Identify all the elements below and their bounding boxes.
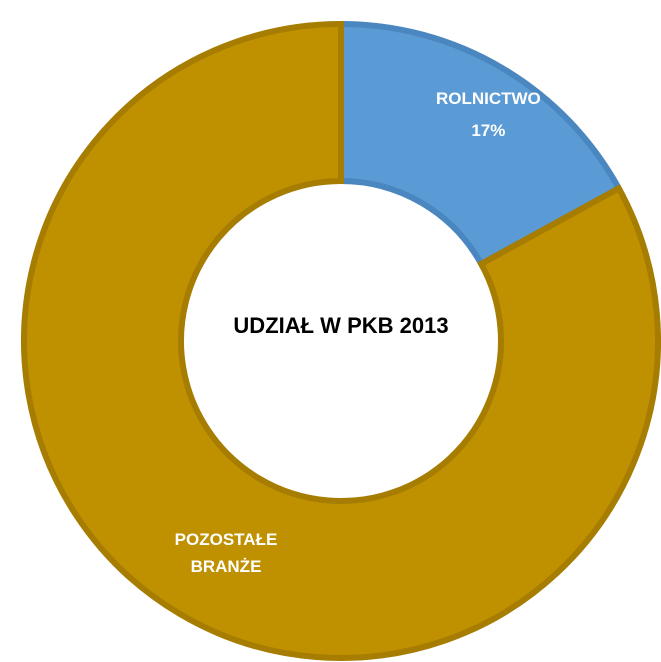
donut-segment bbox=[338, 20, 623, 268]
data-label: POZOSTAŁE BRANŻE bbox=[174, 530, 278, 576]
chart-title: UDZIAŁ W PKB 2013 bbox=[233, 313, 449, 338]
data-label: 17% bbox=[471, 121, 506, 140]
data-label: ROLNICTWO bbox=[435, 89, 541, 108]
donut-segment bbox=[21, 20, 661, 661]
